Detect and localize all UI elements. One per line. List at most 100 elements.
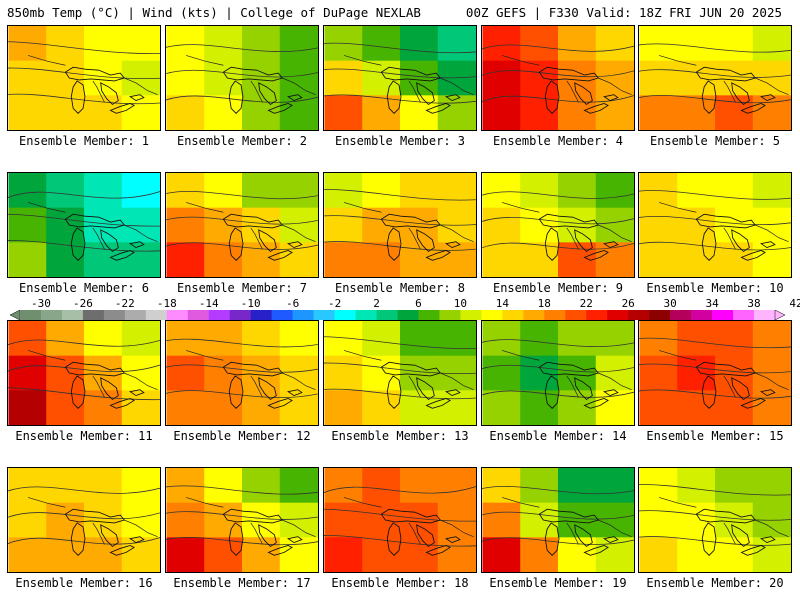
- temp-field-cell: [204, 26, 243, 62]
- temp-field-cell: [84, 355, 123, 391]
- coastline: [501, 497, 632, 545]
- height-contour: [166, 511, 318, 520]
- ensemble-member-label: Ensemble Member: 5: [649, 134, 781, 148]
- ensemble-member-label: Ensemble Member: 15: [646, 429, 784, 443]
- height-contour: [324, 508, 476, 522]
- colorbar-segment: [229, 310, 251, 320]
- temp-field-cell: [677, 60, 716, 96]
- colorbar-segment: [61, 310, 84, 320]
- great-lakes-outline: [380, 213, 461, 261]
- temp-field-cell: [400, 355, 439, 391]
- great-lakes-outline: [222, 213, 303, 261]
- height-contour: [8, 486, 160, 494]
- colorbar-segment: [292, 310, 314, 320]
- ensemble-member-label: Ensemble Member: 3: [334, 134, 466, 148]
- temp-field-cell: [166, 321, 205, 357]
- temp-field-cell: [8, 321, 47, 357]
- ensemble-panel: [165, 467, 319, 573]
- height-contour: [324, 388, 476, 400]
- temp-field-cell: [595, 60, 634, 96]
- coastline: [658, 55, 789, 103]
- temp-field-cell: [8, 95, 47, 130]
- colorbar-segment: [250, 310, 272, 320]
- temp-field-cell: [595, 355, 634, 391]
- ensemble-panel: [323, 172, 477, 278]
- temp-field-cell: [362, 502, 401, 538]
- temp-field-cell: [362, 355, 401, 391]
- temp-field-cell: [482, 173, 521, 209]
- temp-field-cell: [204, 173, 243, 209]
- colorbar-tick-label: -14: [198, 297, 219, 310]
- temp-field-cell: [482, 355, 521, 391]
- height-contour: [324, 189, 476, 201]
- temp-field-cell: [595, 390, 634, 425]
- temp-field-cell: [204, 502, 243, 538]
- temp-field-cell: [639, 242, 678, 277]
- great-lakes-outline: [538, 361, 619, 409]
- height-contour: [166, 44, 318, 52]
- temp-field-cell: [324, 537, 363, 572]
- temp-field-cell: [752, 207, 791, 243]
- colorbar-segment: [691, 310, 713, 320]
- great-lakes-outline: [64, 508, 145, 556]
- great-lakes-outline: [695, 213, 776, 261]
- colorbar-segment: [628, 310, 650, 320]
- ensemble-panel: [7, 320, 161, 426]
- temp-field-cell: [752, 242, 791, 277]
- great-lakes-outline: [695, 508, 776, 556]
- temp-field-cell: [242, 321, 281, 357]
- colorbar-tick-label: 10: [453, 297, 468, 310]
- height-contour: [166, 69, 318, 78]
- height-contour: [324, 42, 476, 54]
- temp-field-cell: [166, 390, 205, 425]
- ensemble-panel: [638, 172, 792, 278]
- temp-field-cell: [324, 207, 363, 243]
- temp-field-cell: [324, 502, 363, 538]
- temp-field-cell: [279, 390, 318, 425]
- temp-field-cell: [558, 355, 597, 391]
- temp-field-cell: [46, 207, 85, 243]
- temp-field-cell: [362, 537, 401, 572]
- coastline: [343, 202, 474, 250]
- colorbar-tick-label: 26: [621, 297, 635, 310]
- temp-field-cell: [752, 537, 791, 572]
- colorbar-tick-label: 42: [789, 297, 800, 310]
- temp-field-cell: [715, 502, 754, 538]
- temp-field-cell: [242, 468, 281, 504]
- temp-field-cell: [166, 207, 205, 243]
- temp-field-cell: [242, 26, 281, 62]
- temp-field-cell: [204, 355, 243, 391]
- height-contour: [482, 390, 634, 398]
- temp-field-cell: [46, 26, 85, 62]
- height-contour: [324, 94, 476, 104]
- temp-field-cell: [8, 173, 47, 209]
- colorbar-segment: [124, 310, 147, 320]
- ensemble-panel: [7, 172, 161, 278]
- colorbar-segment: [670, 310, 692, 320]
- ensemble-member-label: Ensemble Member: 14: [489, 429, 627, 443]
- coastline: [185, 202, 316, 250]
- temp-field-cell: [84, 321, 123, 357]
- height-contour: [639, 389, 791, 399]
- temp-field-cell: [166, 355, 205, 391]
- ensemble-member-label: Ensemble Member: 8: [334, 281, 466, 295]
- temp-field-cell: [400, 173, 439, 209]
- ensemble-panel: [7, 25, 161, 131]
- temp-field-cell: [595, 95, 634, 130]
- temp-field-cell: [558, 207, 597, 243]
- colorbar-segment: [439, 310, 461, 320]
- height-contour: [166, 390, 318, 398]
- ensemble-member-label: Ensemble Member: 9: [492, 281, 624, 295]
- temp-field-cell: [677, 468, 716, 504]
- great-lakes-outline: [64, 213, 145, 261]
- colorbar-tick-label: 14: [495, 297, 509, 310]
- ensemble-member-label: Ensemble Member: 6: [18, 281, 150, 295]
- temp-field-cell: [400, 468, 439, 504]
- temp-field-cell: [8, 468, 47, 504]
- ensemble-panel: [638, 320, 792, 426]
- ensemble-panel: [323, 320, 477, 426]
- ensemble-member-label: Ensemble Member: 20: [646, 576, 784, 590]
- colorbar-segment: [313, 310, 335, 320]
- temp-field-cell: [520, 26, 559, 62]
- great-lakes-outline: [538, 66, 619, 114]
